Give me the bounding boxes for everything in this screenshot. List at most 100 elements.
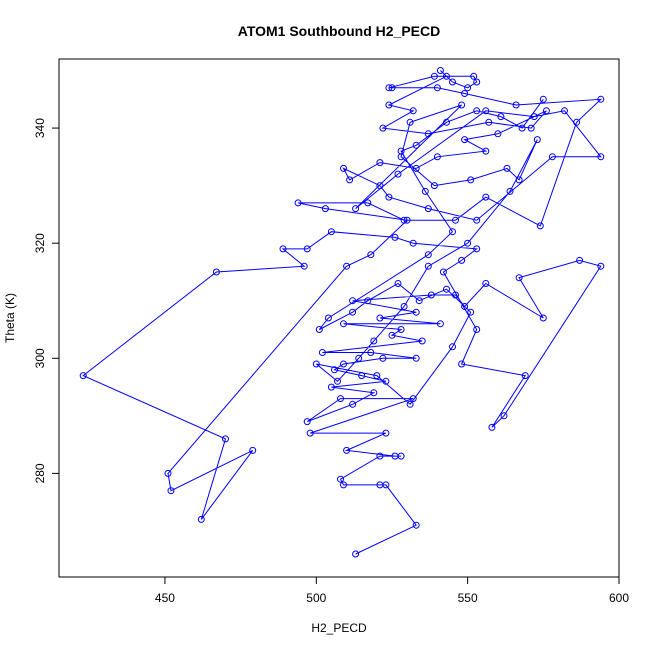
data-point bbox=[212, 268, 220, 276]
data-point bbox=[376, 314, 384, 322]
data-point bbox=[321, 205, 329, 213]
x-tick-label: 500 bbox=[306, 591, 326, 605]
data-point bbox=[412, 141, 420, 149]
data-point bbox=[427, 291, 435, 299]
data-point bbox=[424, 205, 432, 213]
data-point bbox=[324, 314, 332, 322]
x-axis: 450 500 550 600 bbox=[155, 576, 629, 605]
y-tick-label: 340 bbox=[33, 118, 47, 138]
data-point bbox=[418, 337, 426, 345]
series-layer bbox=[79, 67, 605, 558]
data-point bbox=[391, 452, 399, 460]
plot-frame bbox=[58, 58, 620, 578]
data-point bbox=[415, 297, 423, 305]
data-point bbox=[452, 291, 459, 299]
data-point bbox=[370, 337, 378, 345]
data-point bbox=[539, 314, 547, 322]
data-point bbox=[340, 320, 347, 328]
data-point bbox=[352, 550, 360, 558]
data-point bbox=[400, 303, 408, 310]
data-point bbox=[443, 118, 450, 126]
data-point bbox=[294, 199, 302, 207]
data-point bbox=[376, 481, 384, 489]
data-point bbox=[340, 164, 347, 172]
data-point bbox=[461, 90, 469, 97]
data-point bbox=[561, 107, 568, 115]
y-tick-label: 300 bbox=[33, 348, 47, 368]
data-point bbox=[373, 372, 381, 380]
x-tick-label: 450 bbox=[155, 591, 175, 605]
data-point bbox=[352, 205, 360, 213]
data-point bbox=[334, 377, 341, 385]
data-point bbox=[379, 354, 387, 362]
data-point bbox=[385, 193, 393, 201]
data-point bbox=[473, 326, 481, 333]
data-point bbox=[349, 308, 357, 316]
data-point bbox=[367, 349, 375, 356]
data-point bbox=[503, 164, 511, 172]
data-point bbox=[376, 159, 384, 167]
data-point bbox=[397, 147, 405, 155]
data-point bbox=[340, 481, 347, 489]
data-point bbox=[497, 113, 505, 121]
data-point bbox=[464, 84, 472, 92]
data-point bbox=[449, 228, 456, 236]
data-point bbox=[512, 101, 520, 109]
data-point bbox=[388, 331, 396, 339]
data-point bbox=[421, 187, 429, 195]
data-point bbox=[473, 245, 481, 253]
data-point bbox=[443, 285, 450, 293]
series-line bbox=[82, 70, 603, 555]
data-point bbox=[412, 308, 420, 316]
data-point bbox=[597, 153, 605, 161]
data-point bbox=[412, 521, 420, 529]
data-point bbox=[385, 101, 393, 109]
data-point bbox=[576, 256, 584, 264]
data-point bbox=[303, 418, 311, 426]
data-point bbox=[515, 176, 523, 184]
data-point bbox=[340, 360, 347, 368]
data-point bbox=[433, 153, 441, 161]
data-point bbox=[315, 326, 323, 333]
y-tick-label: 280 bbox=[33, 463, 47, 483]
data-point bbox=[506, 187, 514, 195]
data-point bbox=[470, 72, 478, 80]
data-point bbox=[367, 251, 375, 259]
data-point bbox=[539, 95, 547, 103]
data-point bbox=[473, 216, 481, 224]
data-point bbox=[548, 153, 556, 161]
data-point bbox=[430, 72, 438, 80]
data-point bbox=[536, 222, 544, 230]
data-point bbox=[409, 107, 417, 115]
data-point bbox=[412, 164, 420, 172]
data-point bbox=[409, 239, 417, 247]
data-point bbox=[397, 326, 405, 333]
data-point bbox=[346, 176, 354, 184]
data-point bbox=[382, 429, 390, 437]
data-point bbox=[461, 136, 469, 144]
data-point bbox=[452, 216, 459, 224]
data-point bbox=[222, 435, 229, 443]
data-point bbox=[364, 199, 372, 207]
data-point bbox=[406, 118, 414, 126]
x-tick-label: 550 bbox=[458, 591, 478, 605]
data-point bbox=[467, 308, 475, 316]
data-point bbox=[494, 130, 502, 138]
data-point bbox=[500, 412, 508, 420]
data-point bbox=[430, 182, 438, 190]
data-point bbox=[391, 233, 399, 241]
data-point bbox=[385, 84, 393, 92]
data-point bbox=[331, 366, 338, 374]
data-point bbox=[409, 395, 417, 403]
data-point bbox=[327, 383, 335, 391]
data-point bbox=[406, 400, 414, 408]
data-point bbox=[518, 124, 526, 132]
data-point bbox=[164, 469, 172, 477]
data-point bbox=[449, 343, 456, 351]
data-point bbox=[527, 124, 535, 132]
data-point bbox=[485, 118, 493, 126]
data-point bbox=[433, 84, 441, 92]
data-point bbox=[364, 297, 372, 305]
data-point bbox=[343, 446, 351, 454]
